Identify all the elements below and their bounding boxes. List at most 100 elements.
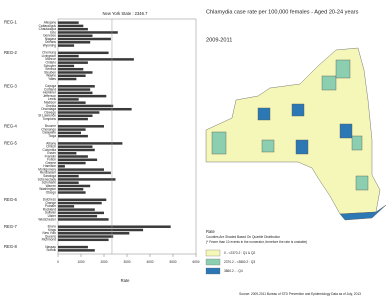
x-tick-label: 6000 <box>192 260 199 264</box>
bar <box>58 27 88 31</box>
bar <box>58 211 104 215</box>
state-outline <box>205 47 381 215</box>
category-label: Schoharie <box>42 181 57 185</box>
x-tick-label: 4000 <box>146 260 153 264</box>
bar <box>58 111 100 114</box>
county <box>339 123 353 139</box>
category-label: Saratoga <box>43 174 56 178</box>
bar <box>58 77 77 81</box>
bar <box>58 249 95 252</box>
bar <box>58 148 95 152</box>
bar <box>58 245 88 249</box>
map-title: Chlamydia case rate per 100,000 females … <box>206 9 359 15</box>
legend-label: 2370.2 - <3860.2 : Q3 <box>224 260 255 264</box>
bar <box>58 85 95 88</box>
region-label: REG-8 <box>4 244 17 249</box>
bar <box>58 71 93 74</box>
bar <box>58 131 81 135</box>
bar <box>58 161 86 165</box>
bar <box>58 198 107 202</box>
category-label: Monroe <box>45 57 56 61</box>
x-tick-label: 2000 <box>100 260 107 264</box>
bar <box>58 171 111 175</box>
bar <box>58 228 144 232</box>
x-tick-label: 1000 <box>77 260 84 264</box>
category-label: Albany <box>46 141 56 145</box>
map-period: 2009-2011 <box>206 37 232 43</box>
region-label: REG-5 <box>4 141 17 146</box>
category-label: Bronx <box>48 225 57 229</box>
county <box>261 139 275 153</box>
category-label: Cayuga <box>45 84 56 88</box>
bar <box>58 218 109 221</box>
category-label: Orleans <box>45 40 57 44</box>
bar <box>58 158 98 162</box>
x-tick-label: 3000 <box>123 260 130 264</box>
category-label: Nassau <box>45 245 56 249</box>
category-label: Columbia <box>43 148 57 152</box>
bar <box>58 134 88 138</box>
bar <box>58 117 88 121</box>
bar <box>58 37 111 41</box>
bar <box>58 238 109 242</box>
bar <box>58 94 107 98</box>
category-label: Ulster <box>48 214 57 218</box>
category-label: Niagara <box>45 37 56 41</box>
category-label: Queens <box>45 234 57 238</box>
category-label: Suffolk <box>46 248 56 252</box>
category-label: Herkimer <box>43 91 57 95</box>
bar <box>58 191 86 194</box>
bar <box>58 188 84 191</box>
bar <box>58 54 79 58</box>
map <box>205 47 387 221</box>
category-label: Ontario <box>46 60 57 64</box>
bar <box>58 181 79 184</box>
legend-label: 3860.2 - : Q4 <box>224 269 243 273</box>
category-label: Essex <box>47 151 56 155</box>
category-label: Allegany <box>44 20 57 24</box>
category-label: Yates <box>48 77 56 81</box>
bar <box>58 184 91 188</box>
x-axis-label: Rate <box>121 278 131 283</box>
county <box>355 175 369 191</box>
bar <box>58 155 88 158</box>
category-label: Oneida <box>46 104 57 108</box>
category-label: Rensselaer <box>40 171 57 175</box>
category-label: Schuyler <box>44 64 57 68</box>
category-label: Seneca <box>45 67 56 71</box>
bar <box>58 128 86 131</box>
category-label: Rockland <box>43 207 57 211</box>
county <box>335 59 351 79</box>
bar <box>58 44 75 47</box>
category-label: Jefferson <box>43 94 56 98</box>
county <box>339 204 387 221</box>
bar <box>58 142 123 145</box>
category-label: Steuben <box>44 70 56 74</box>
bar <box>58 101 86 104</box>
bar <box>58 214 98 218</box>
category-label: Tompkins <box>43 117 57 121</box>
category-label: Genesee <box>43 34 56 38</box>
category-label: Orange <box>45 201 56 205</box>
category-label: Livingston <box>42 54 57 58</box>
category-label: Hamilton <box>43 164 56 168</box>
bar <box>58 61 88 64</box>
category-label: Broome <box>45 124 56 128</box>
category-label: Kings <box>48 228 56 232</box>
county <box>321 75 337 91</box>
category-label: Franklin <box>45 154 57 158</box>
bar <box>58 174 79 178</box>
category-label: Dutchess <box>43 198 57 202</box>
category-label: Wyoming <box>43 43 56 47</box>
county <box>295 139 309 155</box>
legend-swatch <box>205 249 221 257</box>
chart-title: New York State : 2346.7 <box>103 11 149 16</box>
bar <box>58 31 118 34</box>
category-label: Richmond <box>42 238 57 242</box>
category-label: Delaware <box>43 131 57 135</box>
category-label: Warren <box>46 184 57 188</box>
category-label: Chemung <box>42 51 56 55</box>
bar <box>58 125 104 128</box>
bar <box>58 58 134 61</box>
